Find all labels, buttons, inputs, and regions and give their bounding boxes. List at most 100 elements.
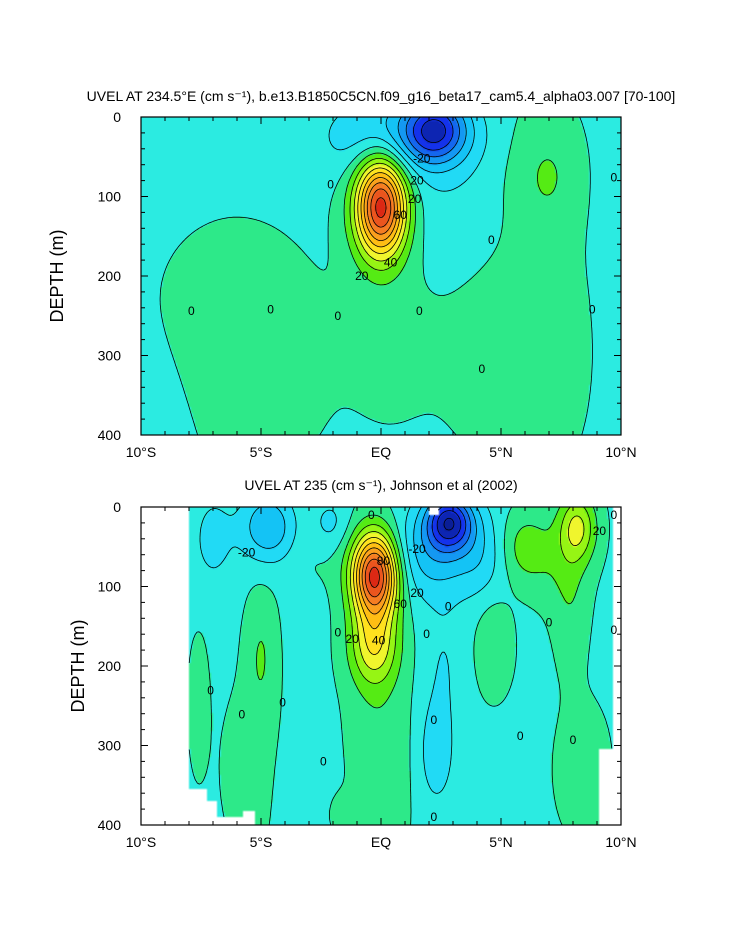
- contour-label: 0: [334, 626, 341, 640]
- x-tick-label: EQ: [371, 444, 391, 460]
- contour-line: [343, 152, 558, 286]
- contour-line: [360, 172, 401, 248]
- panel-bottom-title: UVEL AT 235 (cm s⁻¹), Johnson et al (200…: [244, 477, 517, 493]
- contour-line: [420, 507, 477, 563]
- contour-label: 0: [416, 304, 423, 318]
- y-tick-label: 400: [98, 817, 122, 833]
- contour-label: -20: [413, 151, 431, 165]
- panel-bottom-y-axis-title: DEPTH (m): [68, 620, 88, 713]
- contour-label: 0: [610, 508, 617, 522]
- contour-label: 0: [610, 170, 617, 184]
- contour-line: [358, 547, 390, 615]
- x-tick-label: 5°N: [489, 834, 513, 850]
- y-tick-label: 300: [98, 738, 122, 754]
- contour-line: [353, 537, 395, 655]
- y-tick-label: 100: [98, 189, 122, 205]
- contour-line: [249, 507, 485, 581]
- contour-line: [443, 517, 455, 531]
- x-tick-label: 10°S: [126, 834, 157, 850]
- contour-label: 0: [430, 713, 437, 727]
- y-tick-label: 300: [98, 348, 122, 364]
- contour-label: 20: [408, 192, 422, 206]
- contour-label: 0: [478, 362, 485, 376]
- contour-line: [356, 542, 392, 630]
- panel-top-contours: [159, 117, 593, 435]
- contour-label: 20: [346, 632, 360, 646]
- contour-line: [353, 162, 408, 262]
- y-tick-label: 200: [98, 658, 122, 674]
- contour-line: [369, 566, 380, 588]
- contour-line: [413, 117, 454, 151]
- x-tick-label: 10°N: [605, 444, 636, 460]
- contour-line: [421, 119, 446, 143]
- panel-top: UVEL AT 234.5°E (cm s⁻¹), b.e13.B1850C5C…: [47, 88, 675, 460]
- contour-label: 0: [238, 708, 245, 722]
- x-tick-label: 5°N: [489, 444, 513, 460]
- x-tick-label: EQ: [371, 834, 391, 850]
- contour-line: [349, 158, 411, 271]
- contour-label: 60: [394, 208, 408, 222]
- contour-label: 40: [372, 634, 386, 648]
- contour-line: [366, 182, 395, 235]
- y-tick-label: 200: [98, 268, 122, 284]
- contour-label: 0: [267, 302, 274, 316]
- contour-label: 0: [207, 684, 214, 698]
- contour-line: [364, 558, 384, 598]
- contour-line: [431, 507, 467, 546]
- y-tick-label: 0: [113, 499, 121, 515]
- panel-top-title: UVEL AT 234.5°E (cm s⁻¹), b.e13.B1850C5C…: [87, 88, 676, 104]
- contour-label: 0: [488, 233, 495, 247]
- x-tick-label: 10°N: [605, 834, 636, 850]
- contour-line: [385, 117, 475, 174]
- contour-label: 0: [423, 627, 430, 641]
- contour-label: 0: [188, 304, 195, 318]
- contour-label: 0: [368, 508, 375, 522]
- contour-label: 20: [410, 586, 424, 600]
- contour-label: 0: [570, 733, 577, 747]
- contour-label: 0: [610, 623, 617, 637]
- y-tick-label: 100: [98, 579, 122, 595]
- contour-label: 0: [546, 615, 553, 629]
- y-tick-label: 0: [113, 109, 121, 125]
- panel-top-field: [141, 117, 621, 435]
- contour-label: 60: [394, 597, 408, 611]
- contour-line: [256, 507, 598, 709]
- contour-line: [346, 507, 591, 684]
- contour-line: [397, 117, 467, 165]
- contour-label: 80: [377, 554, 391, 568]
- contour-line: [361, 552, 387, 606]
- contour-line: [405, 117, 460, 158]
- contour-label: 0: [279, 696, 286, 710]
- panel-top-y-axis-title: DEPTH (m): [47, 230, 67, 323]
- contour-line: [436, 510, 462, 540]
- contour-label: -20: [408, 542, 426, 556]
- contour-line: [328, 117, 488, 192]
- contour-label: 0: [430, 810, 437, 824]
- y-tick-label: 400: [98, 427, 122, 443]
- contour-line: [188, 507, 613, 825]
- contour-line: [357, 167, 404, 254]
- contour-label: 0: [327, 178, 334, 192]
- contour-line: [370, 188, 392, 228]
- contour-label: 0: [320, 754, 327, 768]
- contour-line: [349, 515, 585, 670]
- contour-label: 0: [445, 599, 452, 613]
- contour-label: 40: [384, 256, 398, 270]
- contour-label: 0: [517, 729, 524, 743]
- contour-label: 0: [589, 302, 596, 316]
- panel-bottom-contours: [188, 507, 613, 825]
- x-tick-label: 10°S: [126, 444, 157, 460]
- contour-label: 20: [593, 524, 607, 538]
- contour-label: 0: [334, 309, 341, 323]
- panel-bottom: UVEL AT 235 (cm s⁻¹), Johnson et al (200…: [68, 477, 637, 850]
- x-tick-label: 5°S: [250, 444, 273, 460]
- contour-line: [159, 117, 593, 435]
- contour-label: 20: [355, 269, 369, 283]
- contour-label: -20: [238, 545, 256, 559]
- contour-line: [363, 177, 398, 241]
